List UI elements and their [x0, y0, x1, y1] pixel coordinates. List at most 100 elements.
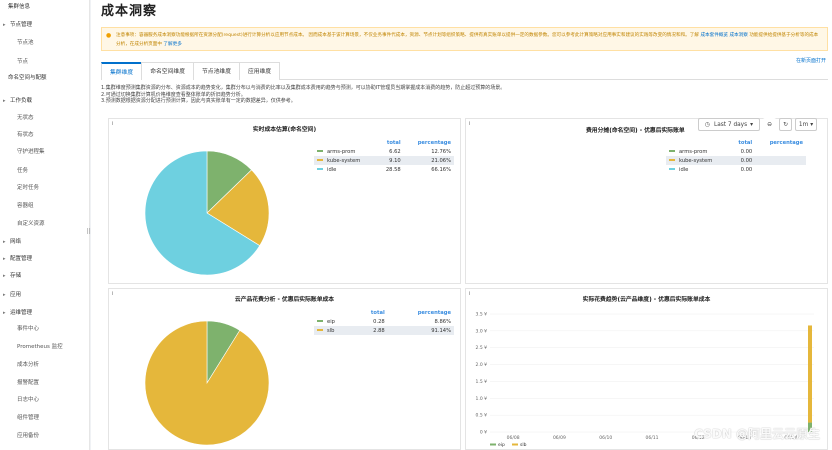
- legend-name: kube-system: [679, 157, 713, 164]
- sidebar-item[interactable]: 集群信息: [0, 0, 89, 14]
- legend-total: 28.58: [385, 166, 401, 173]
- col-header-percentage: percentage: [769, 140, 803, 146]
- legend-row[interactable]: kube-system 9.10 21.06%: [314, 156, 454, 165]
- sidebar-item[interactable]: 有状态: [0, 128, 89, 142]
- legend-row[interactable]: eip 0.28 8.86%: [314, 317, 454, 326]
- sidebar-item[interactable]: Prometheus 监控: [0, 340, 89, 354]
- legend-total: 0.00: [740, 148, 753, 155]
- sidebar-item[interactable]: ▸ 配置管理: [0, 252, 89, 266]
- sidebar-item[interactable]: 容器组: [0, 199, 89, 213]
- sidebar-item[interactable]: ▸ 工作负载: [0, 94, 89, 108]
- legend-pct: 12.76%: [431, 148, 451, 155]
- pie-slice-slb[interactable]: [144, 320, 270, 446]
- sidebar-item[interactable]: 自定义资源: [0, 217, 89, 231]
- pie-slice-kube-system[interactable]: [206, 169, 270, 247]
- sidebar-item[interactable]: ▸ 运维管理: [0, 306, 89, 320]
- sidebar-item[interactable]: 无状态: [0, 111, 89, 125]
- info-icon[interactable]: i: [469, 121, 471, 127]
- legend-row[interactable]: arms-prom 0.00: [666, 147, 806, 156]
- legend-swatch: [669, 150, 675, 152]
- legend-name: kube-system: [327, 157, 361, 164]
- tab-nodepool[interactable]: 节点池维度: [193, 62, 240, 80]
- sidebar-item-label: 存储: [10, 273, 22, 279]
- sidebar-item[interactable]: 报警配置: [0, 376, 89, 390]
- chevron-right-icon: ▸: [3, 273, 6, 279]
- sidebar-item[interactable]: 节点池: [0, 36, 89, 50]
- y-tick-label: 0.5 ¥: [476, 413, 488, 419]
- col-header-percentage: percentage: [417, 310, 451, 316]
- refresh-button[interactable]: ↻: [779, 118, 792, 131]
- x-tick-label: 06/09: [553, 435, 566, 441]
- sidebar-item-label: 应用: [10, 292, 22, 298]
- sidebar-item-label: 组件管理: [17, 415, 40, 421]
- sidebar-item-label: 容器组: [17, 203, 34, 209]
- legend-pct: 8.86%: [434, 318, 451, 325]
- legend-row[interactable]: slb 2.88 91.14%: [314, 326, 454, 335]
- sidebar-item[interactable]: 组件管理: [0, 411, 89, 425]
- y-tick-label: 0 ¥: [480, 430, 487, 436]
- legend-name: slb: [327, 327, 335, 334]
- description: 1.集群维度预测集群资源的分布、资源成本的趋势变化，集群分布以与消费的比率以及集…: [101, 85, 505, 105]
- panel-title: 实时成本估算(命名空间): [252, 127, 317, 133]
- sidebar-item-label: 运维管理: [10, 310, 33, 316]
- refresh-interval-select[interactable]: 1m ▾: [795, 118, 817, 131]
- sidebar-item[interactable]: 定时任务: [0, 181, 89, 195]
- sidebar-item[interactable]: 成本分析: [0, 358, 89, 372]
- col-header-percentage: percentage: [417, 140, 451, 146]
- chevron-right-icon: ▸: [3, 239, 6, 245]
- sidebar-item[interactable]: 守护进程集: [0, 145, 89, 159]
- legend-table: total percentage eip 0.28 8.86% slb 2.88…: [314, 309, 454, 335]
- pie-slice-idle[interactable]: [144, 150, 261, 276]
- notice-link-cost-suite[interactable]: 成本套件概览 成本洞察: [700, 33, 748, 38]
- interval-label: 1m: [798, 121, 809, 128]
- x-tick-label: 06/11: [646, 435, 659, 441]
- sidebar-item[interactable]: 节点: [0, 55, 89, 69]
- legend-row[interactable]: idle 0.00: [666, 165, 806, 174]
- sidebar-item[interactable]: ▸ 网络: [0, 235, 89, 249]
- zoom-out-button[interactable]: ⊖: [763, 118, 776, 131]
- info-icon[interactable]: i: [112, 291, 114, 297]
- sidebar-item-label: 应用备份: [17, 433, 40, 439]
- info-icon[interactable]: i: [112, 121, 114, 127]
- open-in-new-page-link[interactable]: 在新页面打开: [795, 58, 826, 64]
- info-icon[interactable]: i: [469, 291, 471, 297]
- bar-eip-06/14[interactable]: [808, 422, 812, 432]
- notice-link-learn-more[interactable]: 了解更多: [163, 42, 182, 47]
- sidebar-item[interactable]: 事件中心: [0, 322, 89, 336]
- tab-cluster[interactable]: 集群维度: [101, 62, 143, 80]
- y-tick-label: 1.0 ¥: [476, 396, 488, 402]
- legend-name: idle: [327, 166, 337, 173]
- chevron-right-icon: ▸: [3, 98, 6, 104]
- sidebar-item[interactable]: 应用备份: [0, 429, 89, 443]
- panel-cloud-product-cost: i 云产品花费分析 - 优惠后实际账单成本 total percentage e…: [108, 288, 461, 450]
- legend-row[interactable]: idle 28.58 66.16%: [314, 165, 454, 174]
- sidebar-item[interactable]: 命名空间与配额: [0, 71, 89, 85]
- sidebar-item[interactable]: ▸ 存储: [0, 269, 89, 283]
- warning-icon: ●: [106, 32, 112, 39]
- tab-namespace[interactable]: 命名空间维度: [141, 62, 194, 80]
- tab-application[interactable]: 应用维度: [239, 62, 281, 80]
- x-tick-label: 06/14: [784, 435, 797, 441]
- sidebar-item-label: 事件中心: [17, 326, 40, 332]
- legend-label[interactable]: slb: [520, 442, 527, 448]
- clock-icon: ◷: [704, 121, 710, 128]
- refresh-icon: ↻: [783, 121, 788, 128]
- time-range-picker[interactable]: ◷ Last 7 days ▾: [698, 118, 760, 131]
- legend-pct: [755, 156, 806, 165]
- legend-total: 0.00: [740, 166, 753, 173]
- legend-table: total percentage arms-prom 6.62 12.76% k…: [314, 139, 454, 174]
- sidebar-item-label: 集群信息: [8, 4, 31, 10]
- sidebar-item[interactable]: 日志中心: [0, 393, 89, 407]
- sidebar-item[interactable]: 任务: [0, 164, 89, 178]
- sidebar-item[interactable]: ▸ 节点管理: [0, 18, 89, 32]
- legend-pct: 66.16%: [431, 166, 451, 173]
- sidebar-collapse-icon[interactable]: ⠿: [86, 228, 92, 236]
- bar-slb-06/14[interactable]: [808, 325, 812, 423]
- sidebar-item[interactable]: ▸ 应用: [0, 288, 89, 302]
- legend-label[interactable]: eip: [498, 442, 505, 448]
- legend-row[interactable]: kube-system 0.00: [666, 156, 806, 165]
- sidebar-item-label: 定时任务: [17, 185, 40, 191]
- y-tick-label: 1.5 ¥: [476, 379, 488, 385]
- watermark: CSDN @阿里云云原生: [694, 427, 820, 441]
- legend-row[interactable]: arms-prom 6.62 12.76%: [314, 147, 454, 156]
